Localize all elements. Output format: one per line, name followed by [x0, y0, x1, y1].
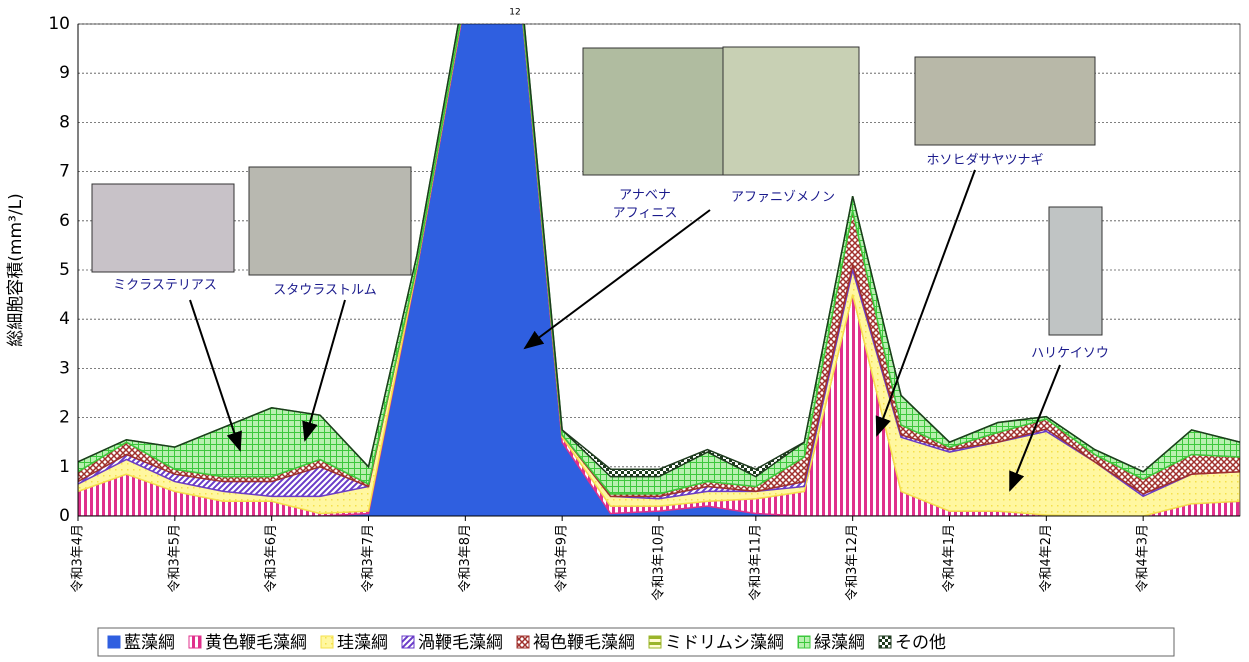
arrow: [875, 169, 976, 437]
arrow: [1009, 364, 1061, 492]
y-tick-label: 2: [59, 408, 70, 428]
annotation: アファニゾメノン: [731, 190, 835, 205]
legend-frame: [97, 627, 1175, 657]
legend-swatch: [320, 635, 334, 649]
annotation: アナベナアフィニス: [613, 188, 678, 221]
x-tick-label: 令和3年4月: [71, 524, 86, 593]
legend-label: 緑藻綱: [814, 633, 865, 653]
legend-label: 渦鞭毛藻綱: [418, 633, 503, 653]
y-tick-label: 5: [59, 260, 70, 280]
arrow: [302, 299, 346, 442]
photo: [914, 56, 1096, 146]
y-tick-label: 1: [59, 457, 70, 477]
x-tick-label: 令和3年11月: [748, 524, 763, 601]
y-tick-label: 3: [59, 358, 70, 378]
x-tick-label: 令和4年3月: [1136, 524, 1151, 593]
annotation: ハリケイソウ: [1031, 346, 1109, 361]
legend-swatch: [516, 635, 530, 649]
x-tick-label: 令和3年8月: [458, 524, 473, 593]
y-tick-label: 10: [48, 14, 70, 34]
x-tick-label: 令和3年6月: [264, 524, 279, 593]
annotation: スタウラストルム: [273, 283, 376, 298]
arrow: [523, 209, 711, 350]
legend-label: ミドリムシ藻綱: [665, 633, 784, 653]
legend-swatch: [188, 635, 202, 649]
legend-label: 黄色鞭毛藻綱: [205, 633, 307, 653]
photo: [722, 46, 860, 176]
annotation: ホソヒダサヤツナギ: [926, 153, 1043, 168]
legend-label: 藍藻綱: [124, 633, 175, 653]
photo: [91, 183, 235, 273]
x-tick-label: 令和4年1月: [942, 524, 957, 593]
y-tick-label: 9: [59, 63, 70, 83]
legend-swatch: [648, 635, 662, 649]
area: [78, 24, 1240, 495]
arrow: [189, 299, 242, 452]
x-tick-label: 令和4年2月: [1039, 524, 1054, 593]
y-tick-label: 4: [59, 309, 70, 329]
y-tick-label: 6: [59, 211, 70, 231]
areas: [78, 24, 1240, 516]
legend-swatch: [878, 635, 892, 649]
y-tick-label: 0: [59, 506, 70, 526]
x-tick-label: 令和3年7月: [361, 524, 376, 593]
y-axis-label: 総細胞容積(mm³/L): [6, 193, 26, 346]
x-tick-label: 令和3年9月: [555, 524, 570, 593]
x-tick-label: 令和3年12月: [845, 524, 860, 601]
legend-swatch: [797, 635, 811, 649]
x-tick-label: 令和3年5月: [167, 524, 182, 593]
legend-label: その他: [895, 633, 946, 653]
legend-label: 珪藻綱: [337, 633, 388, 653]
legend-swatch: [401, 635, 415, 649]
photo: [582, 47, 724, 176]
photo: [248, 166, 412, 276]
y-tick-label: 7: [59, 162, 70, 182]
legend-label: 褐色鞭毛藻綱: [533, 633, 635, 653]
photo: [1048, 206, 1103, 336]
legend-swatch: [107, 635, 121, 649]
annotation: ミクラステリアス: [113, 278, 217, 293]
peak-label: 12: [509, 8, 520, 18]
x-tick-label: 令和3年10月: [652, 524, 667, 601]
y-tick-label: 8: [59, 112, 70, 132]
